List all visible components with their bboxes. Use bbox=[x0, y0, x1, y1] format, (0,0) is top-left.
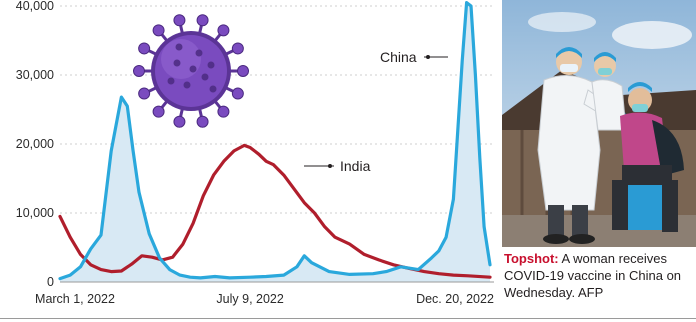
vaccination-photo bbox=[502, 0, 696, 247]
y-tick-label: 20,000 bbox=[16, 137, 54, 151]
india-line bbox=[58, 143, 492, 279]
seated-woman bbox=[612, 82, 684, 232]
line-layer bbox=[58, 1, 492, 281]
x-tick-label: March 1, 2022 bbox=[35, 292, 115, 306]
y-tick-label: 30,000 bbox=[16, 68, 54, 82]
caption-heading: Topshot: bbox=[504, 251, 559, 266]
photo bbox=[502, 0, 696, 247]
india-leader-dot bbox=[328, 164, 332, 168]
caption-text: A woman receives COVID-19 vaccine in Chi… bbox=[504, 251, 682, 300]
grid bbox=[60, 5, 494, 214]
india-series-label: India bbox=[340, 158, 371, 174]
y-tick-label: 10,000 bbox=[16, 206, 54, 220]
second-worker bbox=[591, 52, 627, 131]
china-line bbox=[58, 1, 492, 281]
divider bbox=[0, 318, 696, 319]
photo-caption: Topshot: A woman receives COVID-19 vacci… bbox=[504, 250, 694, 301]
label-layer: China India bbox=[304, 49, 448, 174]
china-series-label: China bbox=[380, 49, 417, 65]
y-tick-label: 40,000 bbox=[16, 0, 54, 13]
coronavirus-icon bbox=[133, 14, 249, 128]
china-area bbox=[60, 2, 490, 282]
x-tick-label: Dec. 20, 2022 bbox=[416, 292, 494, 306]
chart-svg: 0 10,000 20,000 30,000 40,000 March 1, 2022 Ju… bbox=[16, 0, 494, 306]
x-tick-label: July 9, 2022 bbox=[216, 292, 283, 306]
china-leader-dot bbox=[426, 55, 430, 59]
y-tick-label: 0 bbox=[47, 275, 54, 289]
area-layer bbox=[60, 2, 490, 282]
axis: 0 10,000 20,000 30,000 40,000 March 1, 2022 Ju… bbox=[16, 0, 494, 306]
chart: 0 10,000 20,000 30,000 40,000 March 1, 2022 Ju… bbox=[16, 0, 494, 306]
